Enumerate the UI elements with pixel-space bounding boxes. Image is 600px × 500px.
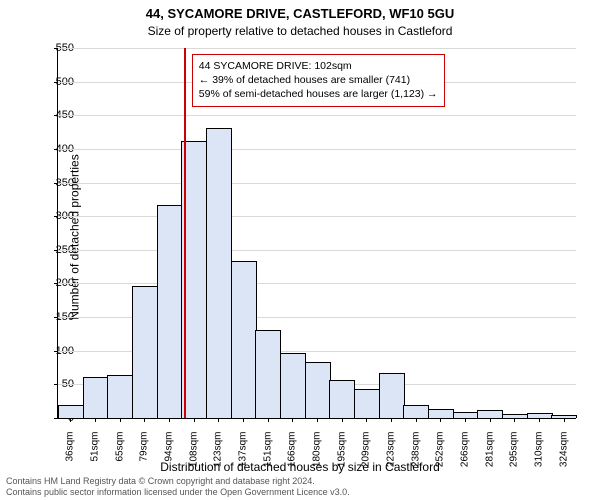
x-tick-label: 281sqm: [484, 432, 495, 482]
x-tick-label: 51sqm: [90, 432, 101, 482]
x-tick-label: 195sqm: [336, 432, 347, 482]
x-tick-label: 180sqm: [312, 432, 323, 482]
annotation-box: 44 SYCAMORE DRIVE: 102sqm← 39% of detach…: [192, 54, 445, 107]
x-tick-mark: [243, 418, 244, 422]
x-tick-mark: [342, 418, 343, 422]
histogram-bar: [107, 375, 133, 418]
x-axis-title: Distribution of detached houses by size …: [0, 460, 600, 474]
histogram-bar: [231, 261, 257, 418]
histogram-bar: [206, 128, 232, 418]
gridline: [58, 283, 576, 284]
x-tick-mark: [292, 418, 293, 422]
x-tick-mark: [391, 418, 392, 422]
x-tick-label: 310sqm: [534, 432, 545, 482]
gridline: [58, 115, 576, 116]
x-tick-mark: [366, 418, 367, 422]
histogram-bar: [83, 377, 109, 418]
x-tick-mark: [317, 418, 318, 422]
x-tick-mark: [95, 418, 96, 422]
page-title: 44, SYCAMORE DRIVE, CASTLEFORD, WF10 5GU: [0, 6, 600, 21]
histogram-bar: [157, 205, 183, 418]
x-tick-mark: [539, 418, 540, 422]
x-tick-label: 324sqm: [558, 432, 569, 482]
x-tick-label: 151sqm: [262, 432, 273, 482]
gridline: [58, 48, 576, 49]
x-tick-label: 36sqm: [65, 432, 76, 482]
gridline: [58, 183, 576, 184]
x-tick-mark: [120, 418, 121, 422]
footer-line-1: Contains HM Land Registry data © Crown c…: [6, 476, 350, 487]
x-tick-label: 123sqm: [213, 432, 224, 482]
histogram-bar: [305, 362, 331, 418]
x-tick-mark: [169, 418, 170, 422]
property-marker-line: [184, 48, 186, 418]
x-tick-label: 223sqm: [386, 432, 397, 482]
x-tick-mark: [416, 418, 417, 422]
histogram-bar: [329, 380, 355, 418]
x-tick-label: 252sqm: [435, 432, 446, 482]
x-tick-label: 137sqm: [238, 432, 249, 482]
gridline: [58, 250, 576, 251]
x-tick-mark: [70, 418, 71, 422]
footer-line-2: Contains public sector information licen…: [6, 487, 350, 498]
x-tick-mark: [440, 418, 441, 422]
annotation-line-3: 59% of semi-detached houses are larger (…: [199, 87, 438, 101]
page-subtitle: Size of property relative to detached ho…: [0, 24, 600, 38]
x-tick-mark: [144, 418, 145, 422]
gridline: [58, 149, 576, 150]
x-tick-label: 166sqm: [287, 432, 298, 482]
x-tick-mark: [490, 418, 491, 422]
histogram-bar: [354, 389, 380, 418]
histogram-bar: [255, 330, 281, 418]
histogram-bar: [403, 405, 429, 418]
histogram-bar: [132, 286, 158, 418]
x-tick-label: 108sqm: [188, 432, 199, 482]
x-tick-mark: [514, 418, 515, 422]
x-tick-label: 79sqm: [139, 432, 150, 482]
footer-attribution: Contains HM Land Registry data © Crown c…: [6, 476, 350, 498]
histogram-bar: [477, 410, 503, 418]
x-tick-label: 94sqm: [164, 432, 175, 482]
x-tick-label: 295sqm: [509, 432, 520, 482]
y-axis-line: [57, 48, 58, 418]
annotation-line-1: 44 SYCAMORE DRIVE: 102sqm: [199, 59, 438, 73]
x-tick-mark: [268, 418, 269, 422]
histogram-bar: [428, 409, 454, 418]
x-tick-label: 65sqm: [114, 432, 125, 482]
x-tick-mark: [194, 418, 195, 422]
histogram-bar: [280, 353, 306, 418]
annotation-line-2: ← 39% of detached houses are smaller (74…: [199, 73, 438, 87]
x-tick-mark: [465, 418, 466, 422]
x-tick-mark: [564, 418, 565, 422]
x-tick-label: 266sqm: [460, 432, 471, 482]
x-tick-label: 238sqm: [410, 432, 421, 482]
histogram-plot: 44 SYCAMORE DRIVE: 102sqm← 39% of detach…: [58, 48, 576, 418]
x-tick-mark: [218, 418, 219, 422]
histogram-bar: [379, 373, 405, 418]
gridline: [58, 216, 576, 217]
x-tick-label: 209sqm: [361, 432, 372, 482]
histogram-bar: [58, 405, 84, 418]
